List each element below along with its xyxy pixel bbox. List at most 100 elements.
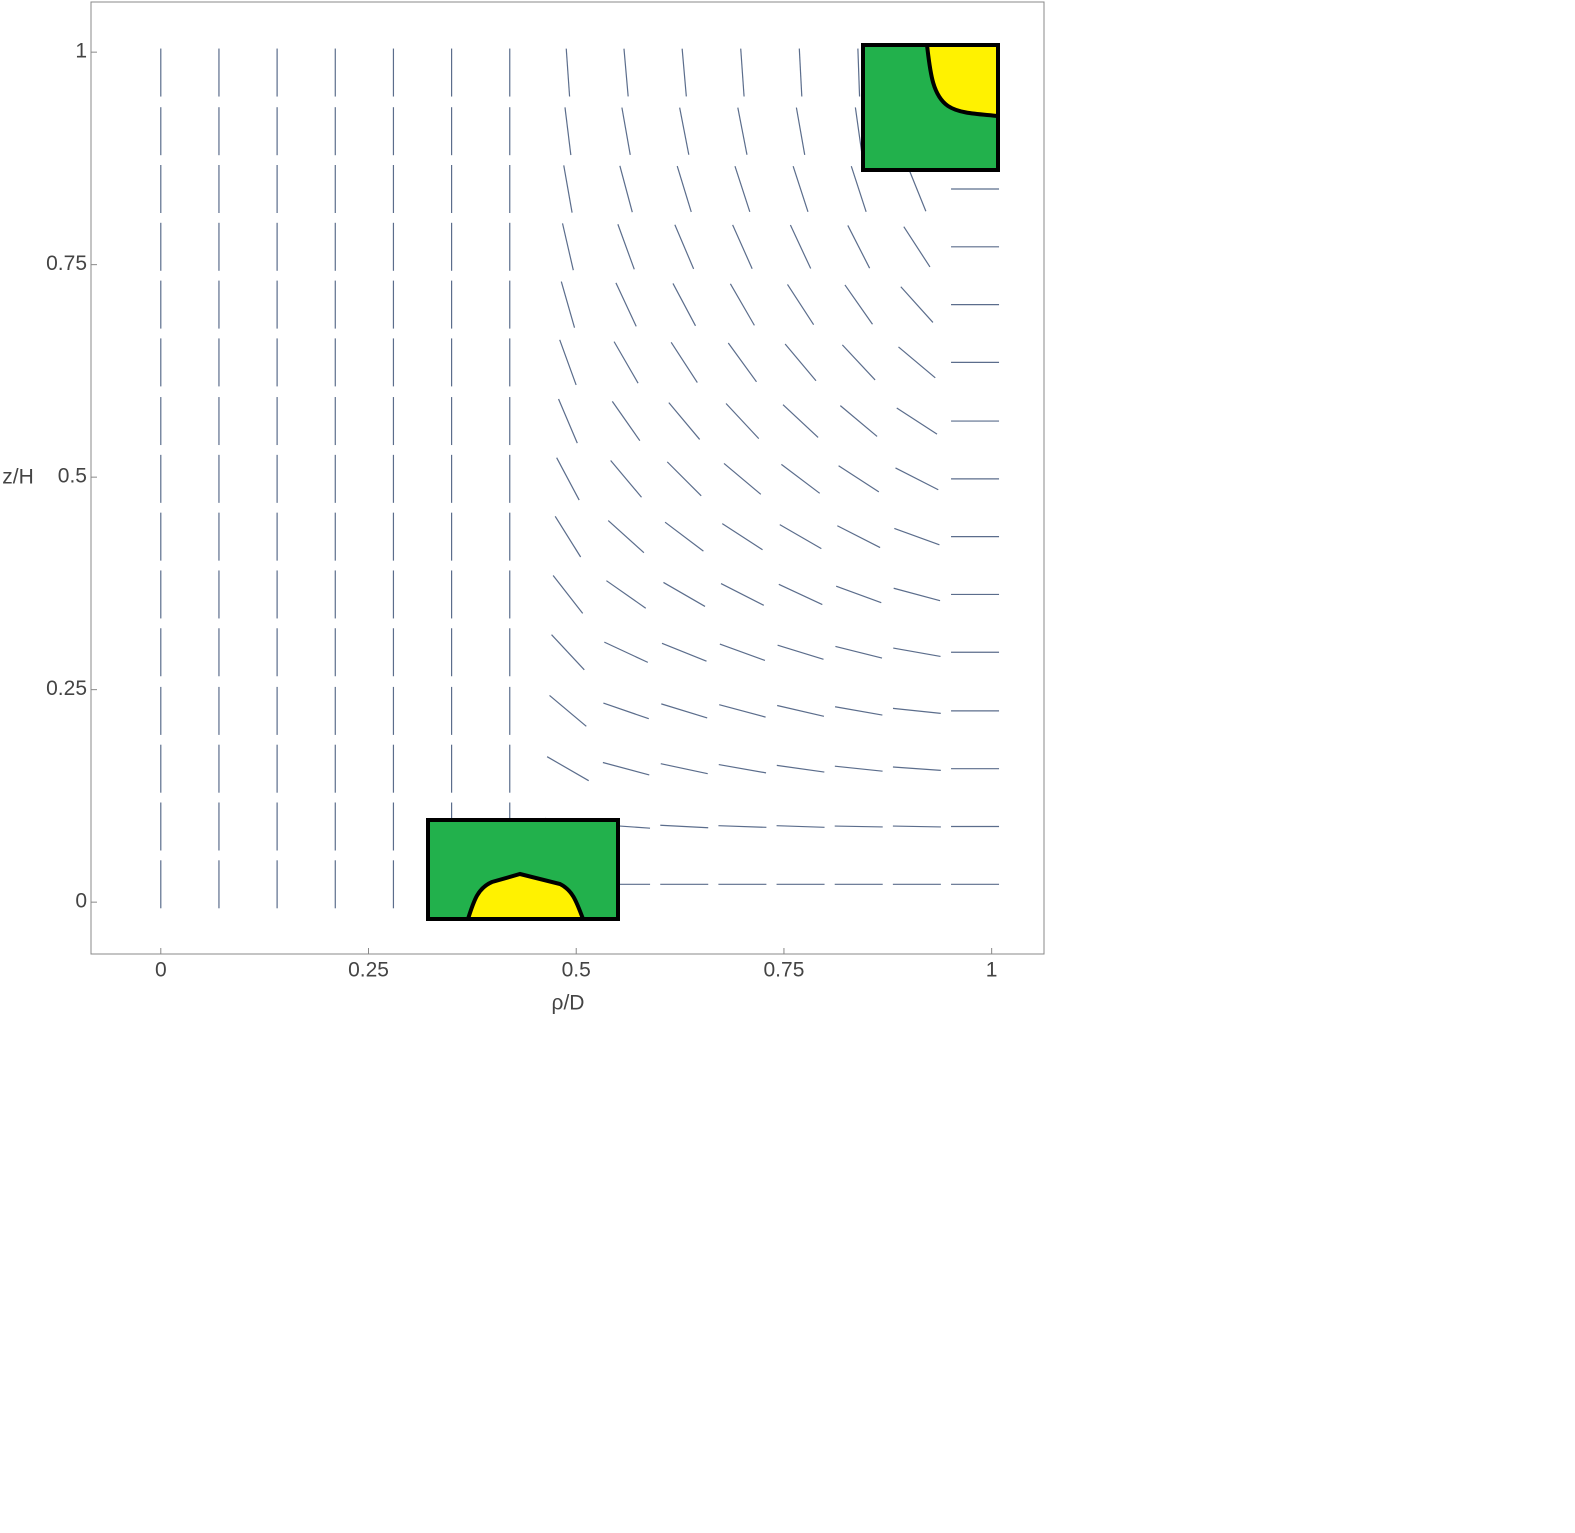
director-segment bbox=[559, 339, 577, 386]
director-segment bbox=[549, 695, 587, 727]
y-tick-label: 0.25 bbox=[46, 677, 87, 700]
director-segment bbox=[679, 107, 690, 155]
director-segment bbox=[789, 224, 812, 269]
director-segment bbox=[786, 284, 815, 326]
y-axis-label: z/H bbox=[2, 466, 34, 489]
director-segment bbox=[835, 645, 883, 659]
director-segment bbox=[792, 165, 809, 213]
inset-top bbox=[861, 43, 1000, 172]
director-segment bbox=[556, 457, 580, 501]
director-segment bbox=[798, 48, 803, 97]
director-segment bbox=[847, 225, 871, 269]
director-segment bbox=[557, 398, 578, 444]
director-segment bbox=[777, 644, 824, 660]
director-segment bbox=[898, 346, 936, 379]
director-segment bbox=[778, 583, 823, 606]
director-segment bbox=[718, 825, 767, 828]
director-segment bbox=[782, 404, 819, 438]
director-segment bbox=[740, 48, 745, 97]
director-segment bbox=[610, 460, 642, 498]
director-segment bbox=[838, 465, 880, 493]
director-segment bbox=[666, 461, 702, 497]
director-segment bbox=[552, 575, 584, 614]
inset-region bbox=[465, 871, 586, 921]
director-segment bbox=[718, 763, 767, 774]
field bbox=[160, 48, 1000, 909]
director-segment bbox=[893, 587, 941, 602]
director-segment bbox=[777, 704, 825, 717]
y-tick-label: 1 bbox=[75, 40, 87, 63]
director-segment bbox=[727, 342, 757, 383]
director-segment bbox=[676, 165, 692, 213]
inset-bottom bbox=[426, 818, 620, 921]
director-segment bbox=[903, 226, 931, 268]
director-segment bbox=[835, 585, 882, 604]
director-segment bbox=[776, 825, 825, 828]
director-segment bbox=[672, 283, 697, 327]
director-segment bbox=[720, 583, 765, 606]
director-segment bbox=[617, 224, 635, 270]
director-segment bbox=[896, 407, 938, 435]
director-segment bbox=[892, 825, 941, 828]
director-segment bbox=[660, 824, 709, 829]
x-axis-label: ρ/D bbox=[552, 992, 585, 1015]
director-segment bbox=[907, 166, 927, 212]
director-segment bbox=[893, 647, 941, 658]
director-segment bbox=[834, 765, 883, 772]
director-segment bbox=[563, 165, 573, 213]
director-segment bbox=[663, 581, 706, 607]
director-segment bbox=[854, 107, 863, 156]
director-segment bbox=[623, 48, 629, 97]
director-segment bbox=[721, 523, 763, 551]
director-segment bbox=[604, 641, 649, 663]
director-segment bbox=[781, 463, 821, 494]
director-segment bbox=[607, 520, 645, 554]
director-segment bbox=[857, 48, 861, 97]
director-segment bbox=[619, 165, 633, 213]
director-segment bbox=[565, 48, 571, 97]
director-segment bbox=[795, 107, 806, 155]
director-segment bbox=[837, 525, 881, 549]
director-segment bbox=[779, 524, 822, 550]
director-segment bbox=[670, 341, 698, 383]
director-segment bbox=[546, 756, 590, 782]
director-segment bbox=[719, 643, 766, 662]
director-segment bbox=[725, 403, 760, 440]
plot-frame bbox=[90, 1, 1045, 955]
director-segment bbox=[732, 224, 753, 269]
director-segment bbox=[839, 405, 878, 437]
director-segment bbox=[615, 282, 637, 327]
director-segment bbox=[611, 401, 641, 442]
director-segment bbox=[681, 48, 687, 97]
director-segment bbox=[723, 462, 762, 495]
director-segment bbox=[841, 344, 876, 381]
director-segment bbox=[895, 467, 939, 491]
director-segment bbox=[621, 107, 631, 155]
x-tick-label: 1 bbox=[986, 959, 998, 982]
director-segment bbox=[850, 165, 867, 213]
director-segment bbox=[900, 286, 934, 323]
director-segment bbox=[613, 341, 639, 384]
director-segment bbox=[844, 284, 873, 325]
director-segment bbox=[834, 825, 883, 828]
director-segment bbox=[784, 343, 817, 382]
director-segment bbox=[561, 223, 574, 271]
y-tick-label: 0.75 bbox=[46, 252, 87, 275]
director-segment bbox=[729, 283, 755, 326]
x-tick-label: 0.25 bbox=[348, 959, 389, 982]
y-tick-label: 0.5 bbox=[58, 465, 87, 488]
x-tick-label: 0.5 bbox=[562, 959, 591, 982]
director-segment bbox=[602, 761, 650, 776]
director-segment bbox=[664, 521, 704, 552]
director-segment bbox=[551, 634, 585, 671]
inset-region bbox=[924, 43, 1000, 119]
director-segment bbox=[737, 107, 748, 155]
director-segment bbox=[554, 515, 582, 558]
director-segment bbox=[661, 703, 708, 719]
director-segment bbox=[719, 704, 766, 718]
director-segment bbox=[892, 766, 941, 771]
director-segment bbox=[668, 402, 701, 440]
director-segment bbox=[560, 281, 576, 328]
